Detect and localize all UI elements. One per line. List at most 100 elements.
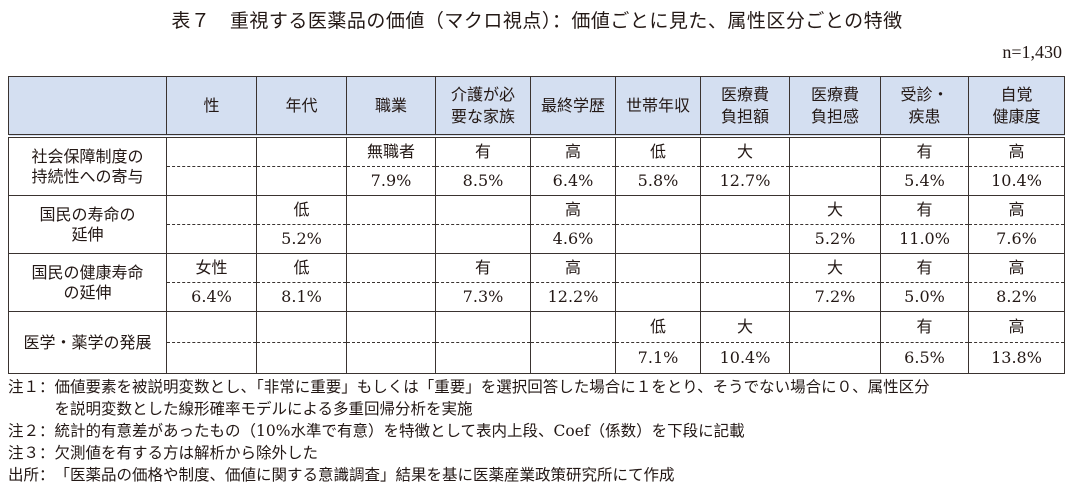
feature-cell xyxy=(166,195,257,225)
header-self-health: 自覚 健康度 xyxy=(968,76,1065,138)
table-row-feature: 国民の寿命の 延伸 低 高 大 有 高 xyxy=(8,195,1065,254)
feature-cell: 高 xyxy=(530,253,616,283)
coef-cell: 7.1% xyxy=(615,342,701,374)
coef-cell: 12.7% xyxy=(700,166,790,196)
attribute-feature-table: 性 年代 職業 介護が必 要な家族 最終学歴 世帯年収 医療費 負担額 医療費 負担感… xyxy=(8,76,1065,374)
coef-cell: 10.4% xyxy=(968,166,1065,196)
header-med-cost-amount: 医療費 負担額 xyxy=(700,76,790,138)
coef-cell: 8.1% xyxy=(256,282,347,312)
header-corner xyxy=(8,76,167,138)
coef-cell: 8.5% xyxy=(435,166,531,196)
feature-cell: 高 xyxy=(530,195,616,225)
note-1: 注１： 価値要素を被説明変数とし、「非常に重要」もしくは「重要」を選択回答した場… xyxy=(8,376,1068,420)
coef-cell: 5.2% xyxy=(789,224,881,254)
row-label: 国民の健康寿命 の延伸 xyxy=(8,253,167,312)
feature-cell: 高 xyxy=(968,311,1065,343)
feature-cell: 低 xyxy=(615,136,701,167)
coef-cell xyxy=(530,342,616,374)
table-title: 表７ 重視する医薬品の価値（マクロ視点）：価値ごとに見た、属性区分ごとの特徴 xyxy=(171,10,903,32)
feature-cell: 女性 xyxy=(166,253,257,283)
feature-cell: 高 xyxy=(968,136,1065,167)
coef-cell: 7.3% xyxy=(435,282,531,312)
header-sex: 性 xyxy=(166,76,257,138)
coef-cell: 10.4% xyxy=(700,342,790,374)
coef-cell xyxy=(166,166,257,196)
notes-section: 注１： 価値要素を被説明変数とし、「非常に重要」もしくは「重要」を選択回答した場… xyxy=(8,376,1068,486)
coef-cell xyxy=(700,282,790,312)
feature-cell: 有 xyxy=(880,195,969,225)
coef-cell xyxy=(166,224,257,254)
coef-cell: 6.4% xyxy=(530,166,616,196)
feature-cell xyxy=(346,195,436,225)
note-label: 注３： xyxy=(8,444,55,462)
feature-cell: 有 xyxy=(880,253,969,283)
coef-cell xyxy=(615,224,701,254)
table-row-coef: 5.2% 4.6% 5.2% 11.0% 7.6% xyxy=(9,224,1065,254)
coef-cell: 5.4% xyxy=(880,166,969,196)
feature-cell xyxy=(789,136,881,167)
row-label: 医学・薬学の発展 xyxy=(8,311,167,374)
feature-cell xyxy=(166,136,257,167)
feature-cell: 有 xyxy=(880,136,969,167)
note-text: 価値要素を被説明変数とし、「非常に重要」もしくは「重要」を選択回答した場合に１を… xyxy=(54,378,930,396)
coef-cell xyxy=(346,224,436,254)
coef-cell xyxy=(789,166,881,196)
feature-cell xyxy=(615,195,701,225)
note-3: 注３： 欠測値を有する方は解析から除外した xyxy=(8,442,1068,464)
coef-cell: 12.2% xyxy=(530,282,616,312)
coef-cell: 4.6% xyxy=(530,224,616,254)
coef-cell xyxy=(700,224,790,254)
note-label: 注２： xyxy=(8,422,55,440)
source-label: 出所： xyxy=(8,466,55,484)
header-row: 性 年代 職業 介護が必 要な家族 最終学歴 世帯年収 医療費 負担額 医療費 負担感… xyxy=(8,76,1065,138)
coef-cell: 7.6% xyxy=(968,224,1065,254)
coef-cell: 5.0% xyxy=(880,282,969,312)
table-row-feature: 医学・薬学の発展 低 大 有 高 xyxy=(8,311,1065,374)
header-age: 年代 xyxy=(256,76,347,138)
coef-cell xyxy=(435,224,531,254)
header-med-cost-feeling: 医療費 負担感 xyxy=(789,76,881,138)
note-text: を説明変数とした線形確率モデルによる多重回帰分析を実施 xyxy=(54,400,473,418)
table-row-coef: 7.1% 10.4% 6.5% 13.8% xyxy=(9,342,1065,374)
coef-cell: 7.2% xyxy=(789,282,881,312)
feature-cell xyxy=(700,253,790,283)
source-text: 「医薬品の価格や制度、価値に関する意識調査」結果を基に医薬産業政策研究所にて作成 xyxy=(54,466,675,484)
feature-cell xyxy=(789,311,881,343)
coef-cell xyxy=(166,342,257,374)
feature-cell: 有 xyxy=(880,311,969,343)
feature-cell xyxy=(435,195,531,225)
feature-cell xyxy=(615,253,701,283)
row-label: 国民の寿命の 延伸 xyxy=(8,195,167,254)
feature-cell: 低 xyxy=(615,311,701,343)
feature-cell xyxy=(256,311,347,343)
row-label: 社会保障制度の 持続性への寄与 xyxy=(8,136,167,196)
feature-cell: 大 xyxy=(789,195,881,225)
note-2: 注２： 統計的有意差があったもの（10%水準で有意）を特徴として表内上段、Coe… xyxy=(8,420,1068,442)
header-care-family: 介護が必 要な家族 xyxy=(435,76,531,138)
coef-cell xyxy=(615,282,701,312)
header-occupation: 職業 xyxy=(346,76,436,138)
coef-cell xyxy=(435,342,531,374)
table-row-coef: 7.9% 8.5% 6.4% 5.8% 12.7% 5.4% 10.4% xyxy=(9,166,1065,196)
coef-cell: 5.2% xyxy=(256,224,347,254)
note-label: 注１： xyxy=(8,378,55,396)
feature-cell: 高 xyxy=(968,195,1065,225)
table-row-coef: 6.4% 8.1% 7.3% 12.2% 7.2% 5.0% 8.2% xyxy=(9,282,1065,312)
feature-cell xyxy=(256,136,347,167)
feature-cell: 有 xyxy=(435,253,531,283)
coef-cell xyxy=(346,282,436,312)
header-visit-disease: 受診・ 疾患 xyxy=(880,76,969,138)
feature-cell xyxy=(346,253,436,283)
sample-size: n=1,430 xyxy=(1002,42,1062,62)
header-education: 最終学歴 xyxy=(530,76,616,138)
note-text: 欠測値を有する方は解析から除外した xyxy=(54,444,319,462)
note-text: 統計的有意差があったもの（10%水準で有意）を特徴として表内上段、Coef（係数… xyxy=(54,422,745,440)
feature-cell: 低 xyxy=(256,253,347,283)
feature-cell: 高 xyxy=(530,136,616,167)
coef-cell xyxy=(789,342,881,374)
coef-cell: 6.4% xyxy=(166,282,257,312)
feature-cell xyxy=(435,311,531,343)
feature-cell: 大 xyxy=(700,311,790,343)
coef-cell: 13.8% xyxy=(968,342,1065,374)
header-income: 世帯年収 xyxy=(615,76,701,138)
